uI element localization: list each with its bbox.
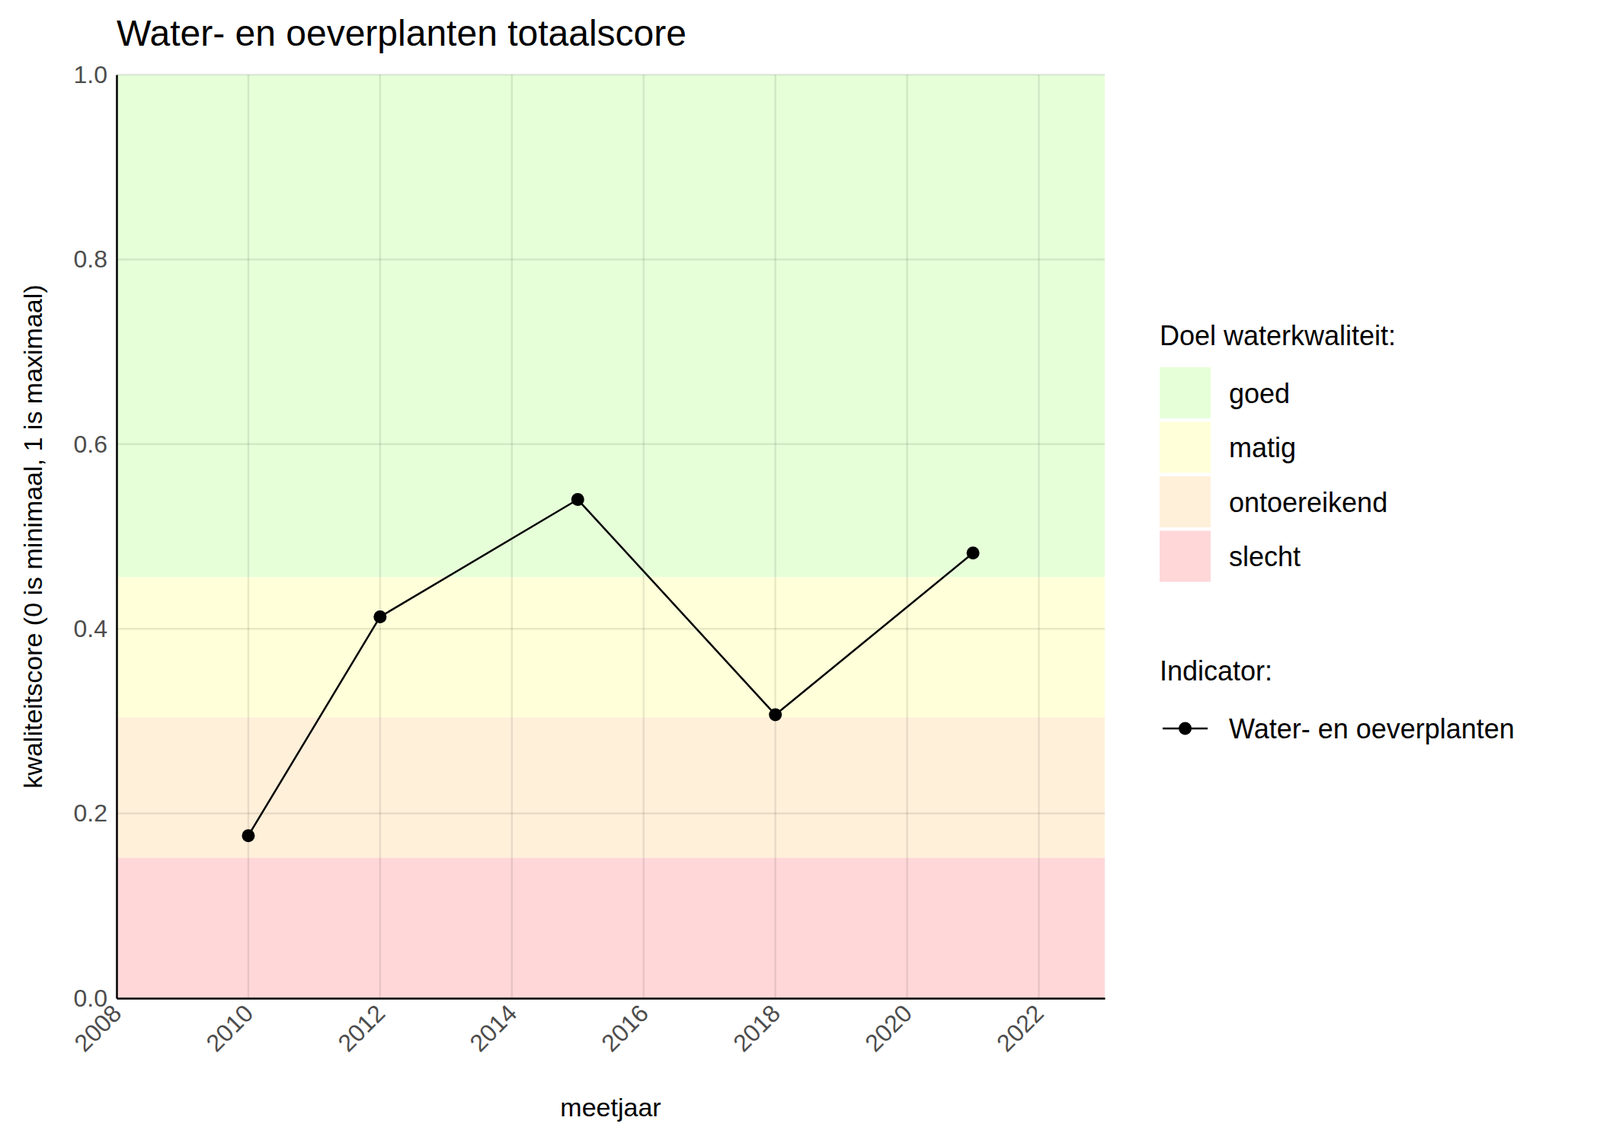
x-tick-label: 2014 (464, 998, 522, 1057)
y-tick-label: 0.2 (73, 799, 108, 827)
legend-marker (1178, 722, 1192, 736)
legend-label: Water- en oeverplanten (1228, 713, 1515, 745)
x-tick: 2012 (332, 998, 391, 1057)
grid-line (642, 74, 645, 999)
y-tick-label: 0.4 (73, 614, 108, 643)
legend-label: goed (1228, 377, 1290, 410)
y-tick-label: 0.6 (73, 430, 108, 458)
grid-line (116, 627, 1105, 631)
x-tick-label: 2010 (201, 998, 260, 1057)
grid-line (116, 812, 1105, 815)
legend-swatch (1159, 476, 1211, 528)
series-point (241, 828, 255, 842)
legend-swatch (1159, 531, 1211, 583)
data-layer (241, 492, 980, 842)
x-tick: 2020 (859, 998, 918, 1057)
y-tick: 0.0 (73, 984, 117, 1012)
grid-line (116, 258, 1105, 261)
x-tick-label: 2020 (859, 998, 918, 1057)
x-tick: 2016 (595, 998, 654, 1057)
grid-line (511, 74, 514, 999)
x-tick-label: 2022 (991, 998, 1050, 1057)
legend: Doel waterkwaliteit: goed matig ontoereiken… (1159, 320, 1515, 745)
grid-line (1037, 74, 1040, 999)
grid-line (116, 73, 1105, 77)
y-axis: 0.0 0.2 0.4 0.6 0.8 1.0 (73, 60, 118, 1012)
x-tick: 2014 (464, 998, 522, 1057)
x-tick-label: 2018 (727, 998, 786, 1057)
series-point (571, 492, 585, 506)
legend-title: Indicator: (1159, 655, 1273, 687)
x-tick-label: 2012 (332, 998, 391, 1057)
x-tick: 2010 (201, 998, 260, 1057)
y-axis-title: kwaliteitscore (0 is minimaal, 1 is maxi… (18, 284, 48, 788)
grid-line (116, 997, 1105, 1000)
y-axis-line (115, 75, 119, 999)
grid-line (115, 74, 119, 999)
y-tick-label: 0.8 (73, 245, 108, 273)
y-tick: 1.0 (73, 60, 117, 89)
grid-line (247, 74, 250, 999)
legend-label: slecht (1228, 540, 1301, 573)
y-tick-label: 1.0 (73, 60, 108, 89)
chart: 200820102012201420162018202020220.00.20.… (0, 0, 1600, 1143)
x-axis: 20082010201220142016201820202022 (69, 998, 1106, 1057)
y-tick: 0.8 (73, 245, 117, 273)
legend-title: Doel waterkwaliteit: (1159, 320, 1396, 352)
grid-line (774, 74, 777, 999)
quality-band (116, 74, 1105, 577)
legend-swatch (1159, 367, 1211, 419)
y-tick-label: 0.0 (73, 984, 108, 1012)
series-line (248, 499, 973, 836)
grid (116, 74, 1105, 999)
plot-area (116, 74, 1105, 999)
quality-band (116, 576, 1105, 717)
x-axis-title: meetjaar (560, 1092, 661, 1122)
y-tick: 0.2 (73, 799, 117, 827)
grid-line (905, 74, 909, 999)
series-point (966, 546, 980, 560)
y-tick: 0.6 (73, 430, 117, 458)
chart-title: Water- en oeverplanten totaalscore (116, 12, 687, 54)
legend-swatch (1159, 422, 1211, 474)
x-tick: 2022 (991, 998, 1050, 1057)
series-point (373, 610, 387, 624)
quality-band (116, 857, 1105, 999)
y-tick: 0.4 (73, 614, 117, 643)
x-axis-line (117, 997, 1106, 1000)
grid-line (116, 443, 1105, 446)
quality-band (116, 717, 1105, 858)
x-tick: 2018 (727, 998, 786, 1057)
series-point (768, 707, 782, 721)
legend-label: ontoereikend (1228, 486, 1388, 519)
x-tick-label: 2016 (595, 998, 654, 1057)
grid-line (379, 74, 382, 999)
legend-label: matig (1228, 432, 1296, 464)
